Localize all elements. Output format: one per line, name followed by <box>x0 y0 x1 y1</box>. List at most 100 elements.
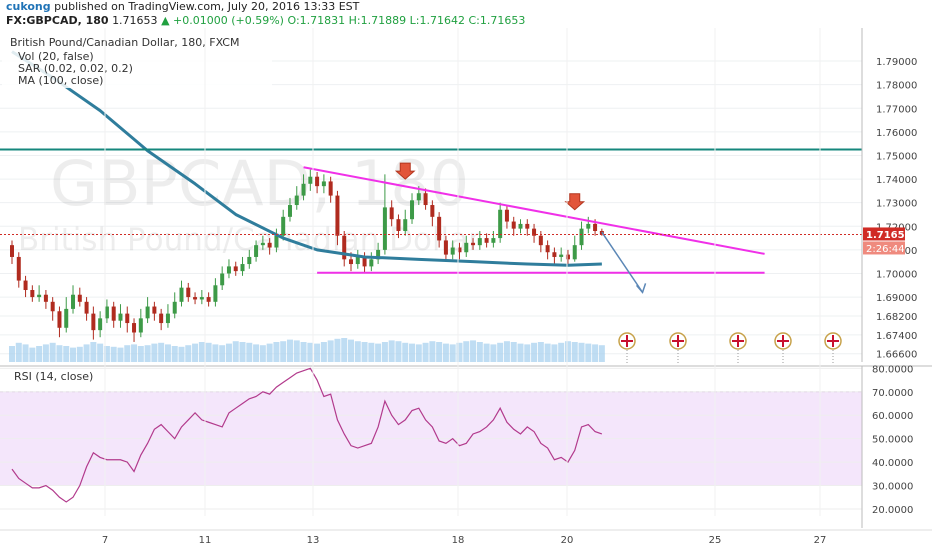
candle-body[interactable] <box>247 256 252 265</box>
candle-body[interactable] <box>389 207 394 220</box>
candle-body[interactable] <box>484 238 489 243</box>
rsi-line[interactable] <box>11 367 603 503</box>
candle-body[interactable] <box>491 238 496 243</box>
ma-line[interactable] <box>11 50 602 267</box>
legend-volume[interactable]: Vol (20, false) <box>18 50 94 63</box>
candle-body[interactable] <box>145 306 150 319</box>
candle-body[interactable] <box>416 193 421 201</box>
candle-body[interactable] <box>91 313 96 331</box>
candle-body[interactable] <box>335 195 340 236</box>
candle-body[interactable] <box>98 318 103 331</box>
candle-body[interactable] <box>471 242 476 246</box>
candle-body[interactable] <box>179 287 184 302</box>
candle-body[interactable] <box>382 207 387 250</box>
candle-body[interactable] <box>226 266 231 274</box>
candle-body[interactable] <box>118 313 123 321</box>
candle-body[interactable] <box>518 223 523 229</box>
candle-body[interactable] <box>138 318 143 333</box>
candle-body[interactable] <box>159 313 164 324</box>
candle-body[interactable] <box>274 235 279 248</box>
candle-body[interactable] <box>240 264 245 272</box>
candle-body[interactable] <box>525 223 530 229</box>
candle-body[interactable] <box>552 252 557 257</box>
candle-body[interactable] <box>152 306 157 314</box>
chart-canvas[interactable]: GBPCAD, 180 British Pound/Canadian Dolla… <box>0 28 932 550</box>
candle-body[interactable] <box>511 221 516 229</box>
candle-body[interactable] <box>328 181 333 196</box>
candle-body[interactable] <box>30 290 35 298</box>
candle-body[interactable] <box>104 306 109 319</box>
candle-body[interactable] <box>437 216 442 241</box>
candle-body[interactable] <box>57 311 62 328</box>
projection-line[interactable] <box>601 231 644 293</box>
sell-arrow-icon[interactable] <box>394 162 416 180</box>
candle-body[interactable] <box>559 254 564 257</box>
candle-body[interactable] <box>50 301 55 312</box>
candle-body[interactable] <box>132 323 137 333</box>
candle-body[interactable] <box>23 280 28 291</box>
candle-body[interactable] <box>410 200 415 220</box>
candle-body[interactable] <box>193 297 198 300</box>
candle-body[interactable] <box>10 245 14 257</box>
candle-body[interactable] <box>376 249 381 260</box>
candle-body[interactable] <box>477 238 482 246</box>
legend-sar[interactable]: SAR (0.02, 0.02, 0.2) <box>18 62 133 75</box>
candle-body[interactable] <box>172 301 177 314</box>
candle-body[interactable] <box>220 273 225 286</box>
candle-body[interactable] <box>355 256 360 265</box>
candle-body[interactable] <box>504 209 509 222</box>
candle-body[interactable] <box>538 235 543 246</box>
candle-body[interactable] <box>165 313 170 324</box>
candle-body[interactable] <box>71 294 76 309</box>
rsi-axis[interactable]: 80.0000 70.0000 60.0000 50.0000 40.0000 30.00… <box>861 364 913 528</box>
candle-body[interactable] <box>423 193 428 206</box>
candle-body[interactable] <box>457 247 462 253</box>
candle-body[interactable] <box>464 242 469 253</box>
candle-body[interactable] <box>16 256 21 281</box>
candle-body[interactable] <box>545 245 550 253</box>
candle-body[interactable] <box>349 259 353 265</box>
candle-body[interactable] <box>593 223 598 231</box>
candle-body[interactable] <box>260 242 265 246</box>
candle-body[interactable] <box>84 301 89 314</box>
candle-body[interactable] <box>267 242 272 248</box>
candle-body[interactable] <box>498 209 503 239</box>
candle-body[interactable] <box>206 297 211 302</box>
candle-body[interactable] <box>308 176 313 184</box>
candle-body[interactable] <box>43 294 48 302</box>
economic-events[interactable] <box>618 332 842 364</box>
candle-body[interactable] <box>233 266 238 272</box>
author-name[interactable]: cukong <box>6 0 51 13</box>
candle-body[interactable] <box>572 245 577 260</box>
candle-body[interactable] <box>369 259 374 267</box>
moving-average[interactable] <box>11 50 602 267</box>
candle-body[interactable] <box>342 235 347 260</box>
rsi-pane[interactable] <box>0 365 932 510</box>
candle-body[interactable] <box>579 228 584 246</box>
candle-body[interactable] <box>294 195 299 206</box>
candle-body[interactable] <box>281 216 286 236</box>
price-axis[interactable]: 1.79000 1.78000 1.77000 1.76000 1.75000 1.740… <box>861 28 917 362</box>
candle-body[interactable] <box>111 306 116 321</box>
candle-body[interactable] <box>403 219 408 231</box>
candle-body[interactable] <box>315 176 320 187</box>
candle-body[interactable] <box>37 294 42 298</box>
candle-body[interactable] <box>199 297 204 300</box>
candle-body[interactable] <box>77 294 82 302</box>
descending-trendline[interactable] <box>303 166 765 255</box>
candle-body[interactable] <box>565 254 570 260</box>
candle-body[interactable] <box>430 205 435 217</box>
candle-body[interactable] <box>362 256 367 267</box>
candle-body[interactable] <box>287 205 292 217</box>
candle-body[interactable] <box>125 313 130 324</box>
candle-body[interactable] <box>586 223 591 229</box>
candle-body[interactable] <box>443 240 448 255</box>
candle-body[interactable] <box>213 285 218 302</box>
candle-body[interactable] <box>301 183 306 196</box>
candle-body[interactable] <box>396 219 401 231</box>
candle-body[interactable] <box>532 228 537 236</box>
candle-body[interactable] <box>186 287 191 298</box>
time-axis[interactable]: 7 11 13 18 20 25 27 <box>0 28 932 546</box>
candle-body[interactable] <box>450 247 455 255</box>
drawings[interactable] <box>0 148 862 294</box>
